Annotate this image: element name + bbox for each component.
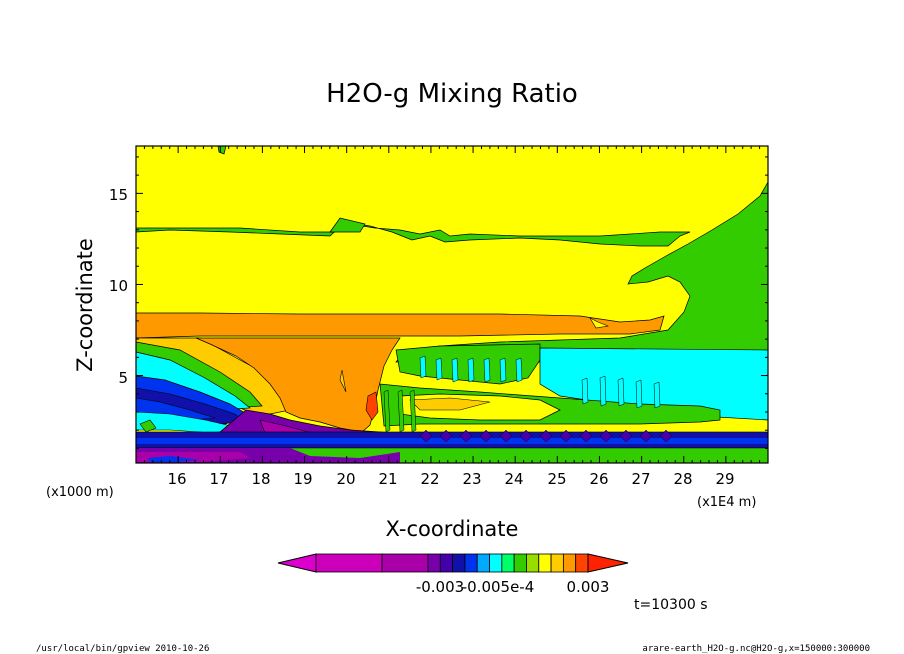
y-tick-label: 15 (109, 186, 128, 204)
x-tick-label: 23 (462, 470, 481, 488)
plot-area (136, 146, 768, 463)
x-unit-right: (x1E4 m) (697, 495, 756, 510)
colorbar-label: -0.005e-4 (462, 578, 535, 596)
colorbar-cell (315, 553, 383, 573)
x-tick-label: 17 (209, 470, 228, 488)
x-tick-label: 24 (504, 470, 523, 488)
time-label: t=10300 s (634, 597, 708, 613)
footer-right: arare-earth_H2O-g.nc@H2O-g,x=150000:3000… (642, 644, 870, 654)
colorbar-cell (476, 553, 490, 573)
colorbar-cell (550, 553, 564, 573)
region-orange-band (136, 312, 665, 339)
x-tick-label: 18 (251, 470, 270, 488)
x-tick-label: 22 (420, 470, 439, 488)
x-tick-label: 26 (589, 470, 608, 488)
colorbar-cell (381, 553, 429, 573)
x-unit-left: (x1000 m) (46, 485, 114, 500)
footer-left: /usr/local/bin/gpview 2010-10-26 (36, 644, 209, 654)
x-tick-label: 20 (336, 470, 355, 488)
region-orange-plume (195, 337, 401, 433)
x-tick-label: 21 (378, 470, 397, 488)
colorbar (277, 553, 629, 573)
x-tick-label: 19 (293, 470, 312, 488)
y-tick-label: 10 (109, 277, 128, 295)
colorbar-arrow-right (587, 553, 629, 573)
x-tick-label: 29 (715, 470, 734, 488)
colorbar-cell (562, 553, 577, 573)
colorbar-label: 0.003 (567, 578, 610, 596)
x-axis-label: X-coordinate (386, 517, 519, 541)
colorbar-cell (489, 553, 503, 573)
plot-frame (135, 145, 769, 464)
colorbar-cell (513, 553, 527, 573)
chart-title: H2O-g Mixing Ratio (326, 79, 578, 109)
axis-ticks (135, 146, 769, 463)
colorbar-cell (538, 553, 552, 573)
y-tick-label: 5 (118, 369, 128, 387)
colorbar-cell (439, 553, 454, 573)
x-tick-label: 16 (167, 470, 186, 488)
x-tick-label: 27 (631, 470, 650, 488)
x-tick-label: 25 (547, 470, 566, 488)
colorbar-arrow-left (277, 553, 317, 573)
colorbar-cell (464, 553, 478, 573)
colorbar-cell (452, 553, 466, 573)
colorbar-cell (575, 553, 589, 573)
colorbar-cell (427, 553, 441, 573)
colorbar-label: -0.003 (416, 578, 464, 596)
x-tick-label: 28 (673, 470, 692, 488)
colorbar-cell (526, 553, 540, 573)
x-tick-labels: 16 17 18 19 20 21 22 23 24 25 26 27 28 2… (167, 470, 734, 488)
y-axis-label: Z-coordinate (73, 238, 97, 372)
colorbar-cell (501, 553, 515, 573)
y-tick-labels: 5 10 15 (109, 186, 128, 387)
